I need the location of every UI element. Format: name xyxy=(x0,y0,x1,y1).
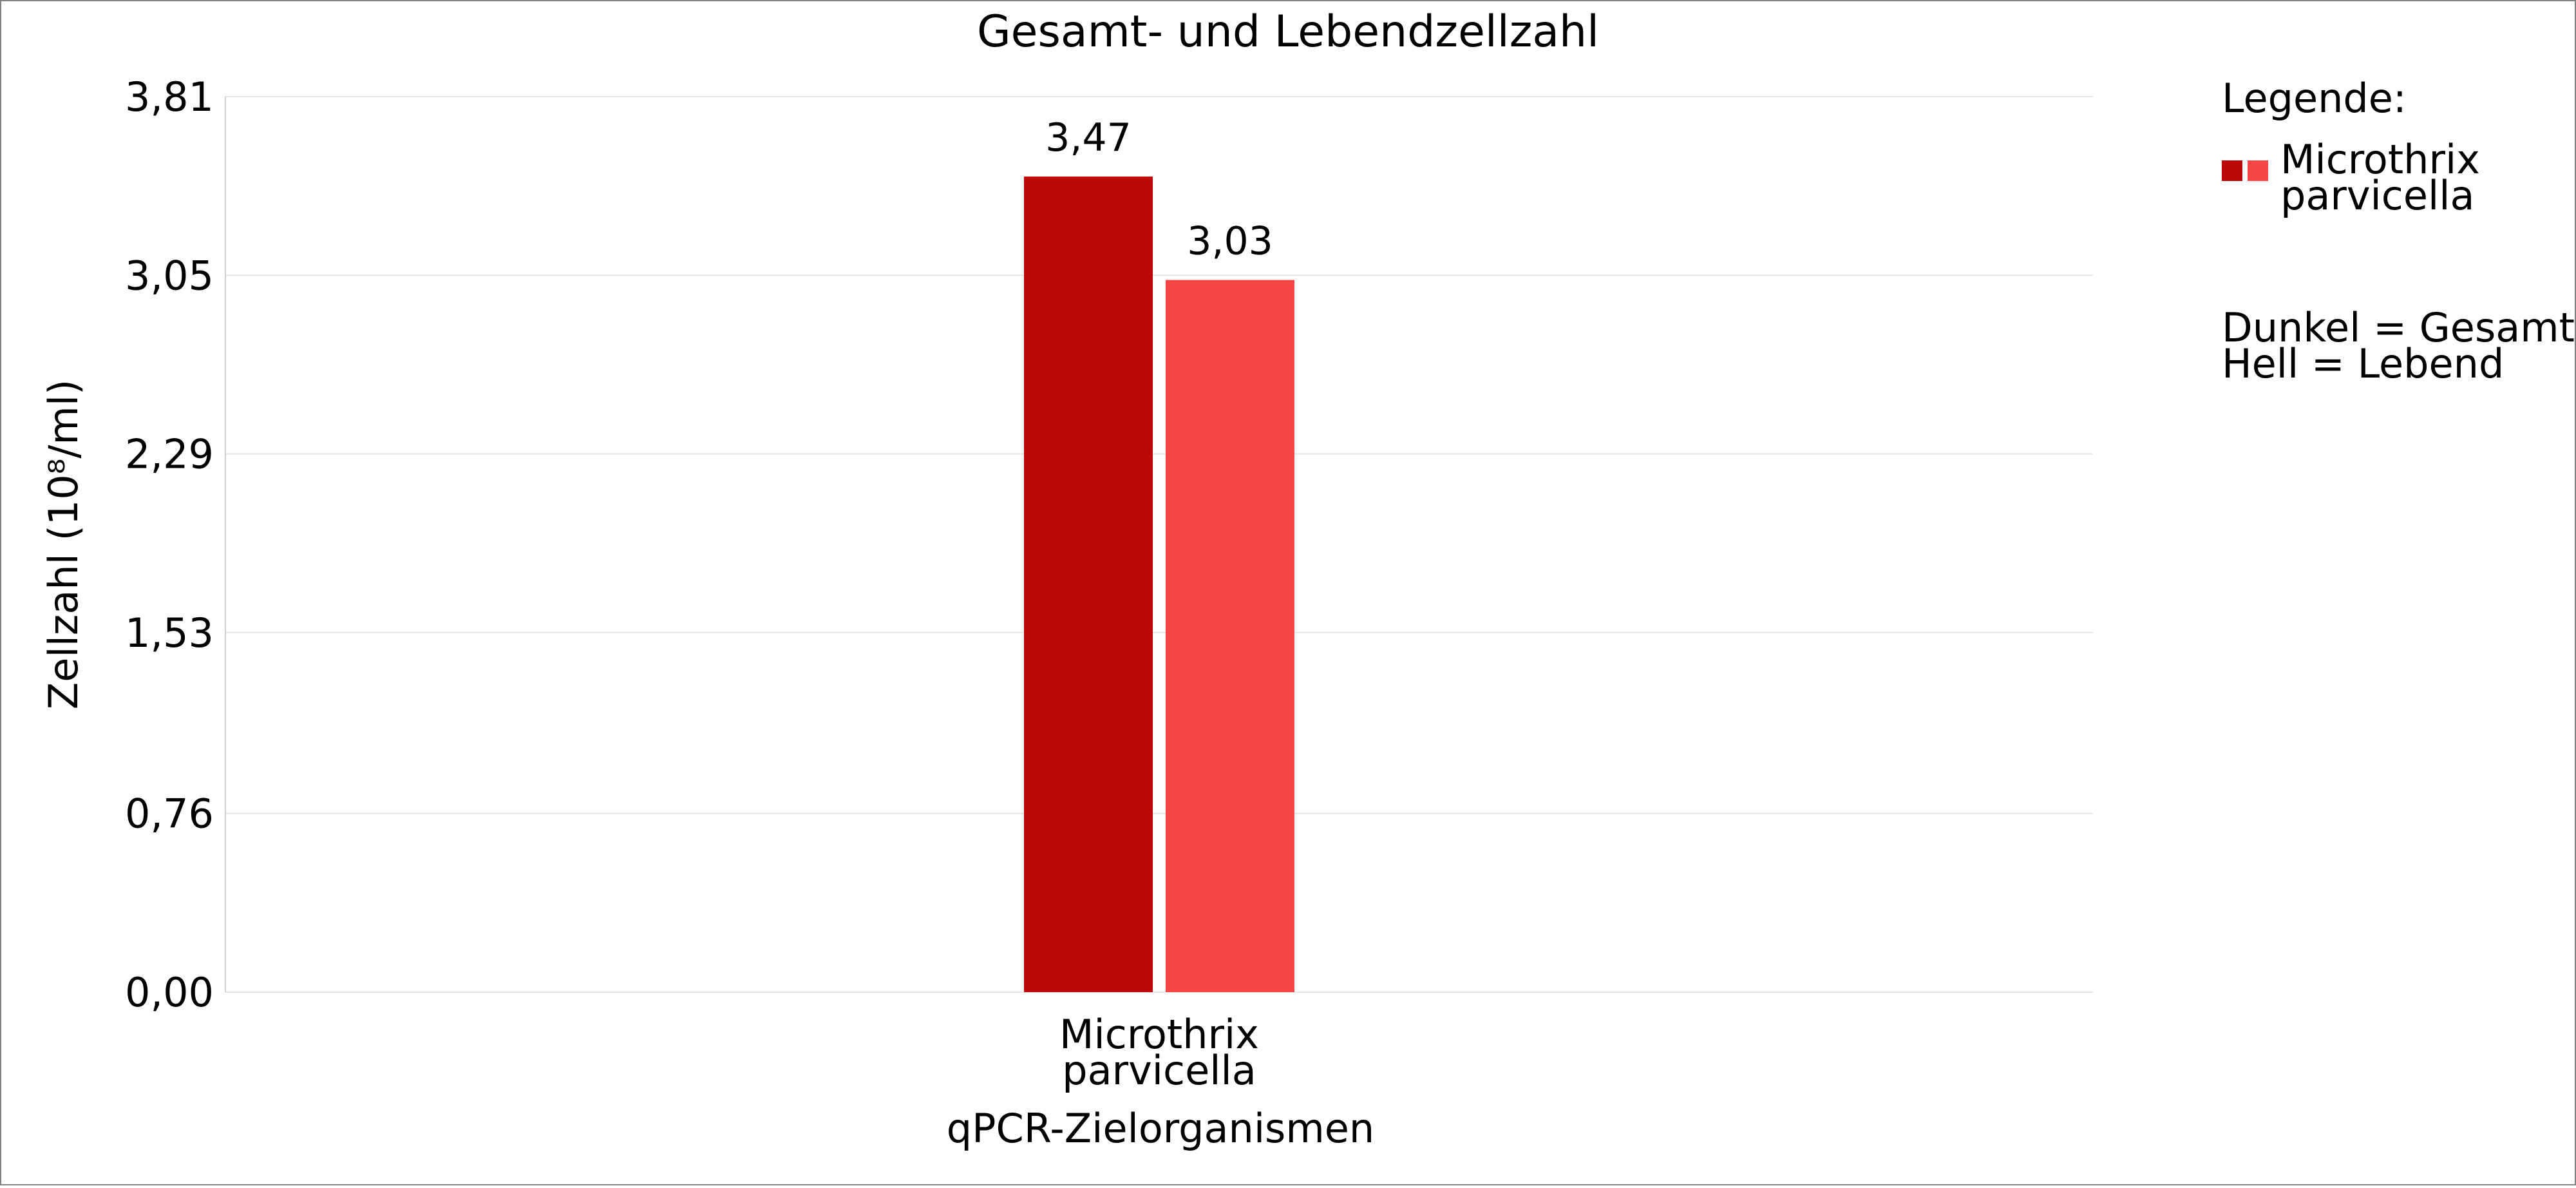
legend-label: Microthrix xyxy=(2280,136,2480,183)
x-axis-label: qPCR-Zielorganismen xyxy=(947,1105,1374,1152)
y-tick-label: 3,81 xyxy=(125,73,214,120)
bar-value-label: 3,47 xyxy=(1045,115,1132,160)
legend-title: Legende: xyxy=(2222,75,2407,122)
bar-gesamt xyxy=(1024,177,1153,992)
y-axis-ticks: 0,00 0,76 1,53 2,29 3,05 3,81 xyxy=(125,73,214,1016)
y-tick-label: 3,05 xyxy=(125,252,214,299)
y-axis-label: Zellzahl (10⁸/ml) xyxy=(40,379,87,709)
bar-lebend xyxy=(1166,280,1294,993)
legend-note: Dunkel = Gesamt xyxy=(2222,304,2575,351)
y-tick-label: 0,76 xyxy=(125,790,214,838)
y-tick-label: 1,53 xyxy=(125,609,214,656)
legend-swatch xyxy=(2222,160,2242,181)
legend-label: parvicella xyxy=(2280,172,2474,219)
y-tick-label: 2,29 xyxy=(125,431,214,478)
x-tick-label: parvicella xyxy=(1062,1047,1256,1094)
gridlines xyxy=(225,96,2093,993)
bars: 3,47 3,03 xyxy=(1024,115,1294,993)
legend-swatch xyxy=(2248,160,2268,181)
bar-value-label: 3,03 xyxy=(1187,219,1273,264)
chart-title: Gesamt- und Lebendzellzahl xyxy=(977,6,1599,57)
y-tick-label: 0,00 xyxy=(125,969,214,1016)
legend-note: Hell = Lebend xyxy=(2222,340,2504,387)
x-tick-label: Microthrix xyxy=(1059,1011,1259,1058)
